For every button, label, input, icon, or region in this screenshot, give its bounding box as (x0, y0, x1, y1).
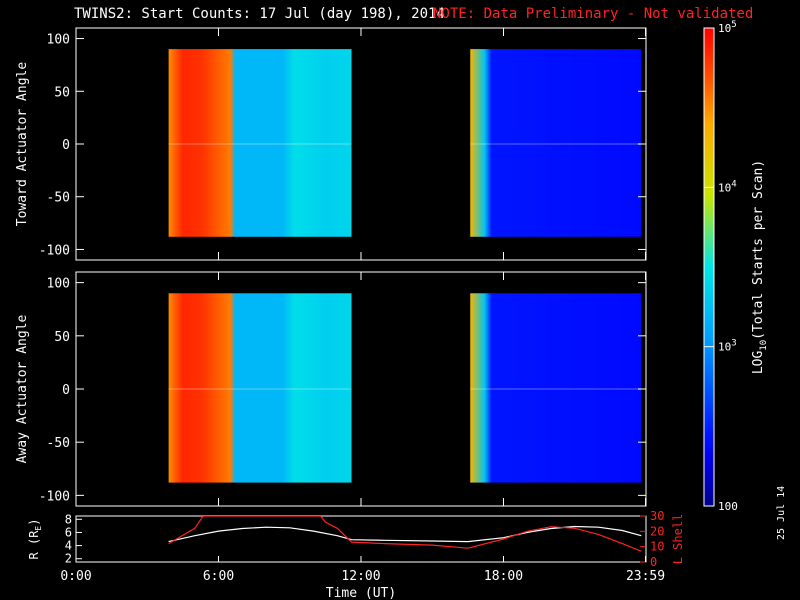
x-tick-label: 6:00 (203, 569, 234, 584)
x-tick-label: 0:00 (60, 569, 91, 584)
x-tick-label: 23:59 (626, 569, 665, 584)
orbit-right-tick-label: 0 (650, 555, 657, 569)
y-tick-label: -50 (47, 436, 70, 451)
colorbar-tick-label: 100 (718, 500, 738, 513)
orbit-panel-frame (75, 515, 647, 563)
x-tick-label: 12:00 (341, 569, 380, 584)
orbit-right-label: L Shell (671, 514, 685, 565)
orbit-right-tick-label: 30 (650, 509, 664, 523)
orbit-left-tick-label: 6 (65, 525, 72, 539)
title-note: NOTE: Data Preliminary - Not validated (433, 6, 754, 22)
orbit-left-tick-label: 2 (65, 552, 72, 566)
y-tick-label: 50 (54, 85, 70, 100)
y-tick-label: 50 (54, 330, 70, 345)
colorbar-tick-label: 104 (718, 179, 737, 194)
orbit-left-tick-label: 4 (65, 539, 72, 553)
y-tick-label: 100 (47, 33, 70, 48)
orbit-right-tick-label: 20 (650, 524, 664, 538)
y-tick-label: 0 (62, 138, 70, 153)
y-axis-label: Toward Actuator Angle (15, 62, 30, 227)
orbit-right-tick-label: 10 (650, 540, 664, 554)
title-main: TWINS2: Start Counts: 17 Jul (day 198), … (74, 6, 445, 22)
x-axis-label: Time (UT) (326, 586, 396, 600)
radius-line (168, 525, 642, 543)
heatmap-block (168, 49, 352, 237)
y-axis-label: Away Actuator Angle (15, 314, 30, 463)
heatmap-block (470, 49, 642, 237)
colorbar-tick-label: 103 (718, 339, 737, 354)
colorbar-tick-label: 105 (718, 20, 737, 35)
colorbar-label: LOG10(Total Starts per Scan) (751, 160, 769, 374)
heatmap-block (470, 293, 642, 483)
orbit-left-tick-label: 8 (65, 512, 72, 526)
orbit-left-label: R (RE) (27, 519, 43, 560)
y-tick-label: -50 (47, 191, 70, 206)
colorbar (703, 27, 715, 507)
y-tick-label: 0 (62, 383, 70, 398)
heatmap-block (168, 293, 352, 483)
x-tick-label: 18:00 (484, 569, 523, 584)
y-tick-label: 100 (47, 277, 70, 292)
y-tick-label: -100 (39, 243, 70, 258)
y-tick-label: -100 (39, 489, 70, 504)
l-shell-line (168, 516, 642, 552)
